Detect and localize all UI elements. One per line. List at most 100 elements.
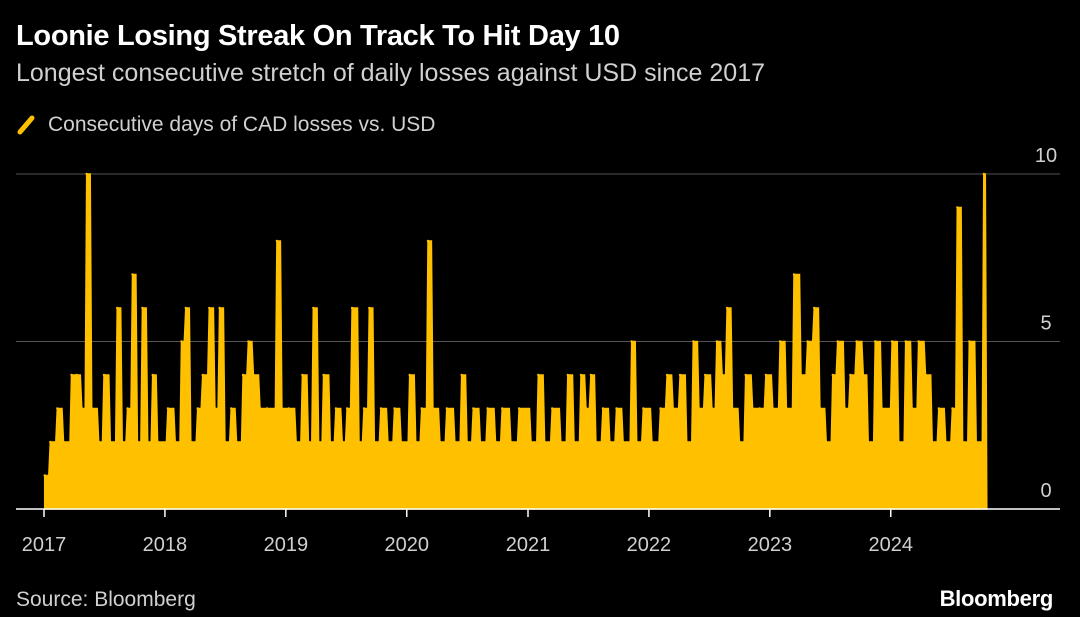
data-point-128 — [855, 340, 858, 343]
data-point-39 — [275, 239, 279, 243]
data-point-85 — [579, 373, 583, 377]
data-point-28 — [208, 306, 211, 310]
data-point-79 — [537, 373, 540, 377]
data-point-108 — [725, 306, 729, 310]
data-point-106 — [715, 340, 718, 343]
data-point-8 — [90, 407, 93, 410]
data-point-34 — [241, 373, 245, 377]
data-point-137 — [917, 340, 920, 343]
y-tick-label-10: 10 — [1035, 145, 1057, 167]
data-point-112 — [751, 407, 754, 410]
data-point-132 — [880, 407, 883, 410]
data-point-81 — [551, 407, 554, 410]
data-point-69 — [460, 373, 463, 377]
data-point-102 — [692, 340, 695, 343]
data-point-111 — [744, 373, 747, 377]
data-point-89 — [601, 407, 605, 410]
data-point-35 — [247, 340, 250, 343]
series-layer — [43, 172, 988, 510]
data-point-97 — [659, 407, 662, 410]
data-point-113 — [758, 407, 761, 410]
data-point-130 — [867, 440, 870, 444]
data-point-119 — [799, 373, 803, 377]
data-point-6 — [80, 407, 84, 410]
data-point-16 — [136, 440, 139, 444]
data-point-103 — [697, 407, 701, 410]
data-point-71 — [472, 407, 475, 410]
data-point-86 — [584, 407, 588, 410]
data-point-51 — [345, 407, 349, 410]
data-point-136 — [910, 407, 914, 410]
data-point-56 — [373, 440, 376, 444]
data-point-131 — [874, 340, 877, 343]
data-point-41 — [287, 407, 290, 410]
data-point-105 — [710, 407, 714, 410]
legend-line-mark — [17, 115, 35, 135]
data-point-32 — [230, 407, 233, 410]
data-point-25 — [189, 440, 192, 444]
legend: Consecutive days of CAD losses vs. USD — [16, 112, 435, 138]
data-point-20 — [156, 440, 159, 444]
data-point-77 — [517, 407, 521, 410]
x-tick-label-2017: 2017 — [22, 534, 67, 556]
data-point-135 — [904, 340, 907, 343]
data-point-129 — [862, 373, 865, 377]
data-point-67 — [445, 407, 448, 410]
data-point-73 — [486, 407, 489, 410]
data-point-0 — [43, 474, 46, 477]
data-point-96 — [650, 440, 654, 444]
data-point-45 — [312, 306, 315, 310]
data-point-63 — [420, 407, 423, 410]
data-point-114 — [764, 373, 768, 377]
data-point-38 — [265, 407, 269, 410]
data-point-125 — [836, 340, 839, 343]
data-point-91 — [615, 407, 618, 410]
data-point-40 — [280, 407, 284, 410]
data-point-94 — [635, 440, 638, 444]
data-point-37 — [258, 407, 262, 410]
chart-plot: 0 5 10 2017 2018 2019 2020 2021 2022 2023 2024 — [16, 145, 1060, 556]
data-point-22 — [174, 440, 177, 444]
data-point-83 — [566, 373, 569, 377]
data-point-4 — [70, 373, 73, 377]
data-point-141 — [944, 440, 947, 444]
data-point-143 — [956, 206, 959, 209]
data-point-66 — [438, 440, 442, 444]
data-point-29 — [213, 407, 217, 410]
data-point-115 — [771, 407, 774, 410]
data-point-1 — [49, 440, 52, 444]
x-tick-label-2019: 2019 — [264, 534, 309, 556]
data-point-90 — [608, 440, 611, 444]
data-point-104 — [704, 373, 707, 377]
data-point-54 — [362, 407, 366, 410]
data-point-50 — [341, 440, 344, 444]
data-point-107 — [720, 373, 724, 377]
data-point-17 — [141, 306, 144, 310]
x-tick-label-2021: 2021 — [506, 534, 551, 556]
data-point-18 — [146, 440, 149, 444]
data-point-24 — [184, 306, 187, 310]
data-point-75 — [501, 407, 504, 410]
data-point-59 — [393, 407, 396, 410]
data-point-7 — [85, 172, 88, 176]
data-point-145 — [968, 340, 971, 343]
data-point-95 — [642, 407, 645, 410]
data-point-142 — [951, 407, 954, 410]
data-point-13 — [121, 440, 124, 444]
data-point-55 — [368, 306, 371, 310]
data-point-26 — [196, 407, 199, 410]
data-point-127 — [849, 373, 852, 377]
chart-subtitle: Longest consecutive stretch of daily los… — [16, 59, 766, 87]
data-point-118 — [792, 273, 796, 276]
data-point-98 — [665, 373, 669, 377]
data-point-74 — [494, 440, 497, 444]
x-tick-label-2023: 2023 — [748, 534, 793, 556]
data-point-53 — [357, 440, 361, 444]
chart-title: Loonie Losing Streak On Track To Hit Day… — [16, 20, 620, 52]
data-point-92 — [621, 440, 625, 444]
data-point-14 — [126, 407, 129, 410]
data-point-57 — [379, 407, 383, 410]
data-point-134 — [897, 440, 900, 444]
data-point-42 — [294, 440, 298, 444]
x-tick-label-2018: 2018 — [143, 534, 188, 556]
